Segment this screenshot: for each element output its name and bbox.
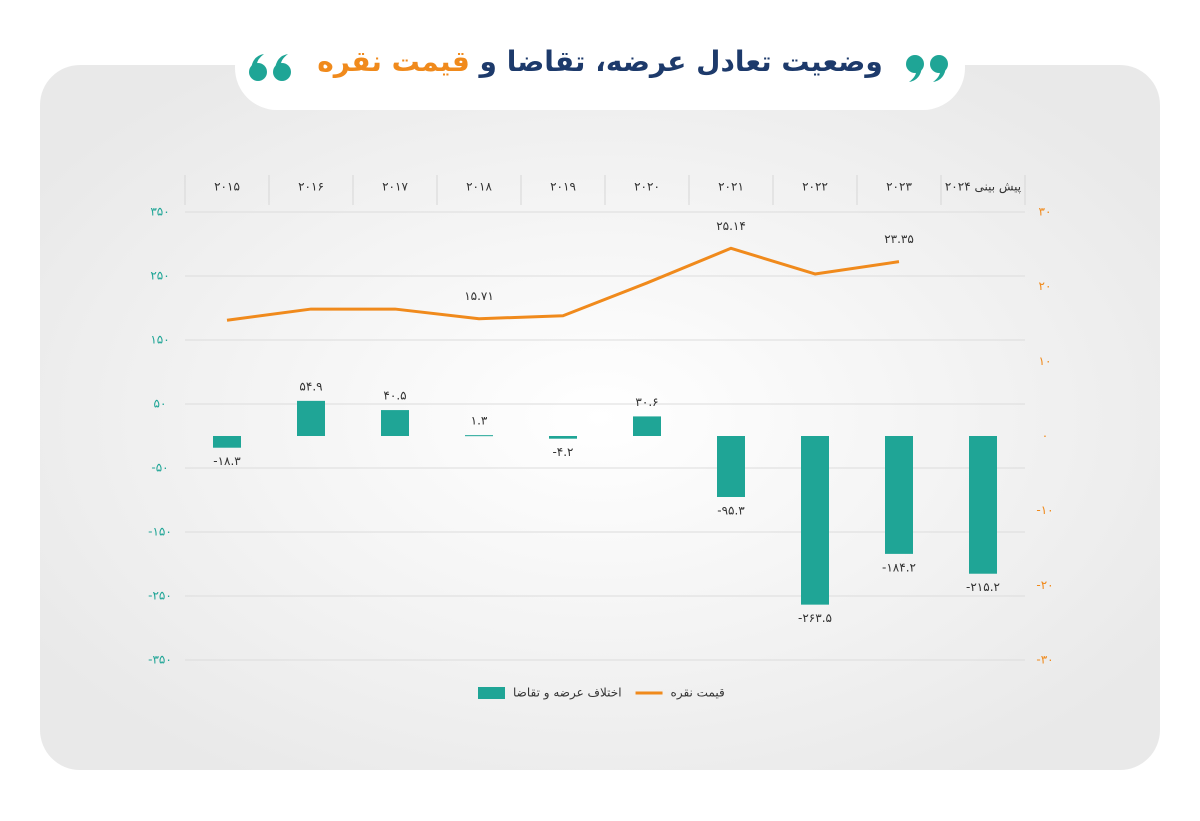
bar [381, 410, 409, 436]
y2-tick-label: ۲۰ [1039, 279, 1052, 293]
y2-tick-label: -۱۰ [1036, 503, 1053, 517]
bar [213, 436, 241, 448]
y-tick-label: ۱۵۰ [150, 333, 169, 347]
quote-icon [249, 54, 948, 82]
bar [465, 435, 493, 437]
y2-tick-label: ۰ [1042, 429, 1048, 443]
bar [297, 400, 325, 436]
y-tick-label: -۳۵۰ [148, 653, 172, 667]
data-label: -۹۵.۳ [717, 503, 745, 517]
y-tick-label: ۵۰ [154, 397, 167, 411]
data-label: ۱۵.۷۱ [464, 289, 494, 303]
x-tick-label: ۲۰۱۶ [298, 180, 324, 194]
x-tick-label: ۲۰۲۱ [718, 180, 744, 194]
bar [549, 436, 577, 439]
x-tick-label: ۲۰۱۷ [382, 180, 408, 194]
x-tick-label: ۲۰۲۲ [802, 180, 828, 194]
y-tick-label: ۳۵۰ [150, 205, 169, 219]
data-label: ۴۰.۵ [383, 389, 406, 403]
title: وضعیت تعادل عرضه، تقاضا و قیمت نقره [300, 45, 900, 78]
x-tick-label: ۲۰۲۰ [634, 180, 660, 194]
bar [801, 436, 829, 605]
bar [969, 436, 997, 574]
y-tick-label: -۵۰ [151, 461, 168, 475]
data-label: ۵۴.۹ [299, 379, 322, 393]
title-highlight: قیمت نقره [317, 45, 470, 78]
x-tick-label: پیش بینی ۲۰۲۴ [945, 180, 1021, 195]
title-main: وضعیت تعادل عرضه، تقاضا و [479, 45, 883, 78]
x-tick-label: ۲۰۱۸ [466, 180, 492, 194]
bar [885, 436, 913, 554]
x-tick-label: ۲۰۱۹ [550, 180, 576, 194]
data-label: ۳۰.۶ [635, 395, 658, 409]
x-tick-label: ۲۰۱۵ [214, 180, 240, 194]
legend-label: قیمت نقره [671, 686, 725, 701]
legend-label: اختلاف عرضه و تقاضا [513, 686, 622, 701]
x-tick-label: ۲۰۲۳ [886, 180, 912, 194]
panel [40, 65, 1160, 770]
data-label: -۱۸.۳ [213, 454, 241, 468]
y-tick-label: ۲۵۰ [150, 269, 169, 283]
legend-swatch [478, 687, 505, 699]
data-label: -۲۶۳.۵ [798, 611, 832, 625]
y2-tick-label: ۱۰ [1039, 354, 1052, 368]
y2-tick-label: -۲۰ [1036, 578, 1053, 592]
data-label: -۲۱۵.۲ [966, 580, 1000, 594]
title-pill [235, 25, 965, 110]
bar [717, 436, 745, 497]
y-tick-label: -۲۵۰ [148, 589, 172, 603]
data-label: ۲۳.۳۵ [884, 232, 914, 246]
y-tick-label: -۱۵۰ [148, 525, 172, 539]
bar [633, 416, 661, 436]
data-label: -۱۸۴.۲ [882, 560, 916, 574]
data-label: ۱.۳ [471, 414, 488, 428]
data-label: -۴.۲ [552, 445, 573, 459]
y2-tick-label: -۳۰ [1036, 653, 1053, 667]
line [226, 246, 900, 322]
data-label: ۲۵.۱۴ [716, 219, 746, 233]
y2-tick-label: ۳۰ [1039, 205, 1052, 219]
